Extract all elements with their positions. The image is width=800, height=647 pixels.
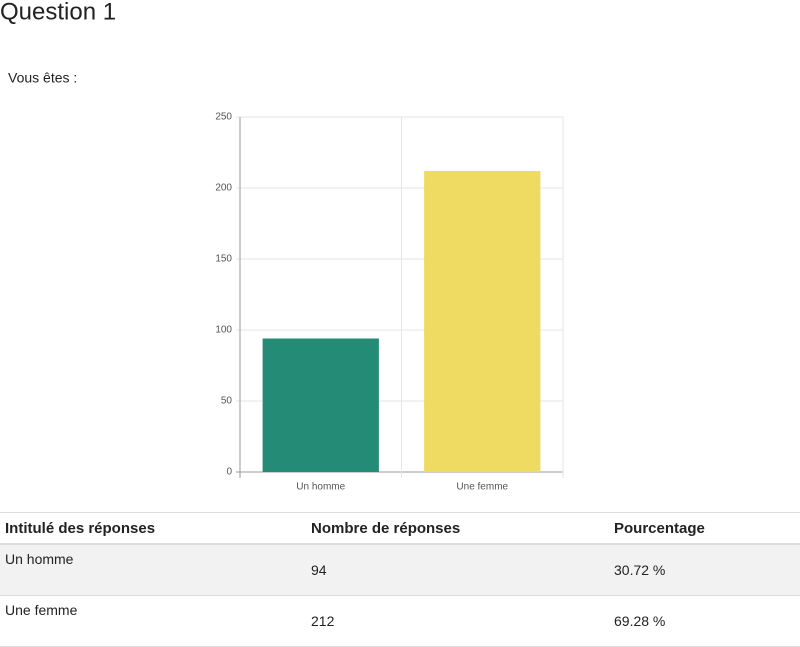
table-cell: 69.28 % [609, 595, 800, 647]
y-tick-label: 100 [215, 325, 232, 336]
y-tick-label: 0 [226, 467, 232, 478]
y-tick-label: 150 [215, 254, 232, 265]
x-tick-label: Un homme [296, 482, 345, 493]
header-cell: Intitulé des réponses [0, 512, 306, 545]
y-tick-label: 250 [215, 112, 232, 123]
x-tick-label: Une femme [456, 482, 508, 493]
bar [262, 338, 379, 472]
table-row: Un homme 94 30.72 % [0, 544, 800, 596]
question: Vous êtes : [8, 70, 77, 86]
table-cell: 94 [306, 544, 609, 596]
results-table: Intitulé des réponses Nombre de réponses P… [0, 512, 800, 647]
y-tick-label: 50 [221, 396, 233, 407]
table-cell: Un homme [0, 544, 306, 596]
y-tick-label: 200 [215, 183, 232, 194]
table-cell: 30.72 % [609, 544, 800, 596]
bar [424, 170, 541, 472]
header-cell: Nombre de réponses [306, 512, 609, 545]
table-row: Une femme 212 69.28 % [0, 595, 800, 647]
header-row: Intitulé des réponses Nombre de réponses P… [0, 512, 800, 545]
heading: Question 1 [0, 0, 116, 25]
chart: Question 1 Vous êtes : 0 50 100 150 200 250 Un… [0, 0, 564, 493]
header-cell: Pourcentage [609, 512, 800, 545]
table-cell: 212 [306, 595, 609, 647]
table-cell: Une femme [0, 595, 306, 647]
